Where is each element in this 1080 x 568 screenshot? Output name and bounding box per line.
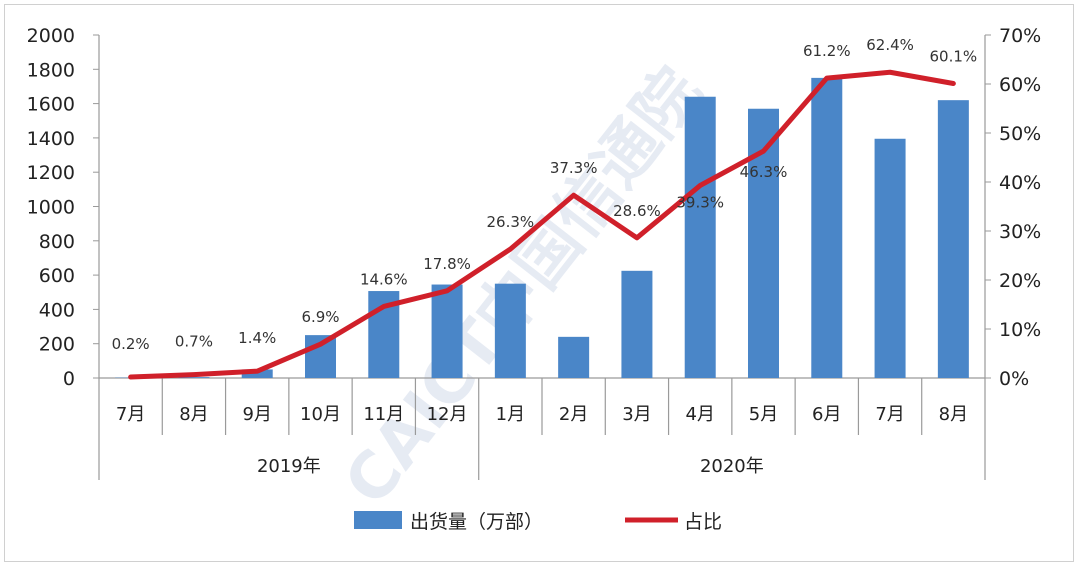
bar-8月 <box>937 100 969 379</box>
category-label: 7月 <box>875 404 904 425</box>
data-label: 62.4% <box>866 36 914 54</box>
data-label: 17.8% <box>423 255 471 273</box>
bar-12月 <box>431 284 463 378</box>
line-point <box>951 81 956 86</box>
right-tick-label: 0% <box>999 368 1029 390</box>
chart-frame <box>4 4 1074 562</box>
data-label: 0.7% <box>175 333 213 351</box>
line-point <box>761 149 766 154</box>
category-label: 12月 <box>427 404 468 425</box>
data-label: 46.3% <box>740 163 788 181</box>
category-label: 9月 <box>242 404 271 425</box>
bar-7月 <box>874 138 906 378</box>
bar-2月 <box>558 336 590 378</box>
category-label: 1月 <box>496 404 525 425</box>
left-tick-label: 0 <box>63 368 75 390</box>
legend-bar-swatch <box>354 511 402 529</box>
line-point <box>318 342 323 347</box>
right-tick-label: 40% <box>999 172 1041 194</box>
left-tick-label: 1000 <box>27 197 75 219</box>
line-point <box>824 76 829 81</box>
left-tick-label: 1800 <box>27 59 75 81</box>
right-tick-label: 30% <box>999 221 1041 243</box>
line-point <box>508 247 513 252</box>
data-label: 39.3% <box>676 193 724 211</box>
bar-6月 <box>811 77 843 378</box>
category-label: 10月 <box>300 404 341 425</box>
left-tick-label: 1600 <box>27 94 75 116</box>
line-point <box>698 183 703 188</box>
category-label: 7月 <box>116 404 145 425</box>
bar-4月 <box>684 96 716 379</box>
category-label: 4月 <box>685 404 714 425</box>
left-tick-label: 1400 <box>27 128 75 150</box>
category-label: 2月 <box>559 404 588 425</box>
data-label: 1.4% <box>238 329 276 347</box>
line-point <box>381 304 386 309</box>
legend-line-label: 占比 <box>684 511 722 533</box>
category-label: 8月 <box>179 404 208 425</box>
left-tick-label: 600 <box>39 265 75 287</box>
line-point <box>445 288 450 293</box>
bar-1月 <box>494 283 526 378</box>
data-label: 28.6% <box>613 202 661 220</box>
category-label: 8月 <box>939 404 968 425</box>
right-tick-label: 20% <box>999 270 1041 292</box>
data-label: 61.2% <box>803 42 851 60</box>
group-label: 2020年 <box>700 456 764 477</box>
line-point <box>634 235 639 240</box>
category-label: 11月 <box>363 404 404 425</box>
left-tick-label: 400 <box>39 299 75 321</box>
right-tick-label: 10% <box>999 319 1041 341</box>
line-point <box>571 193 576 198</box>
right-tick-label: 50% <box>999 123 1041 145</box>
legend-bar-label: 出货量（万部） <box>410 511 543 533</box>
data-label: 37.3% <box>550 159 598 177</box>
right-tick-label: 70% <box>999 25 1041 47</box>
left-tick-label: 800 <box>39 231 75 253</box>
left-tick-label: 2000 <box>27 25 75 47</box>
share-line <box>128 69 956 380</box>
data-label: 6.9% <box>301 308 339 326</box>
left-tick-label: 200 <box>39 334 75 356</box>
data-label: 14.6% <box>360 270 408 288</box>
line-point <box>191 372 196 377</box>
category-label: 5月 <box>749 404 778 425</box>
bar-3月 <box>621 270 653 378</box>
right-tick-label: 60% <box>999 74 1041 96</box>
line-point <box>128 375 133 380</box>
line-point <box>888 70 893 75</box>
data-label: 60.1% <box>930 48 978 66</box>
bar-9月 <box>241 369 273 378</box>
bar-8月 <box>178 377 210 378</box>
line-point <box>255 369 260 374</box>
left-tick-label: 1200 <box>27 162 75 184</box>
data-label: 26.3% <box>487 213 535 231</box>
category-label: 3月 <box>622 404 651 425</box>
data-label: 0.2% <box>112 335 150 353</box>
category-label: 6月 <box>812 404 841 425</box>
group-label: 2019年 <box>257 456 321 477</box>
